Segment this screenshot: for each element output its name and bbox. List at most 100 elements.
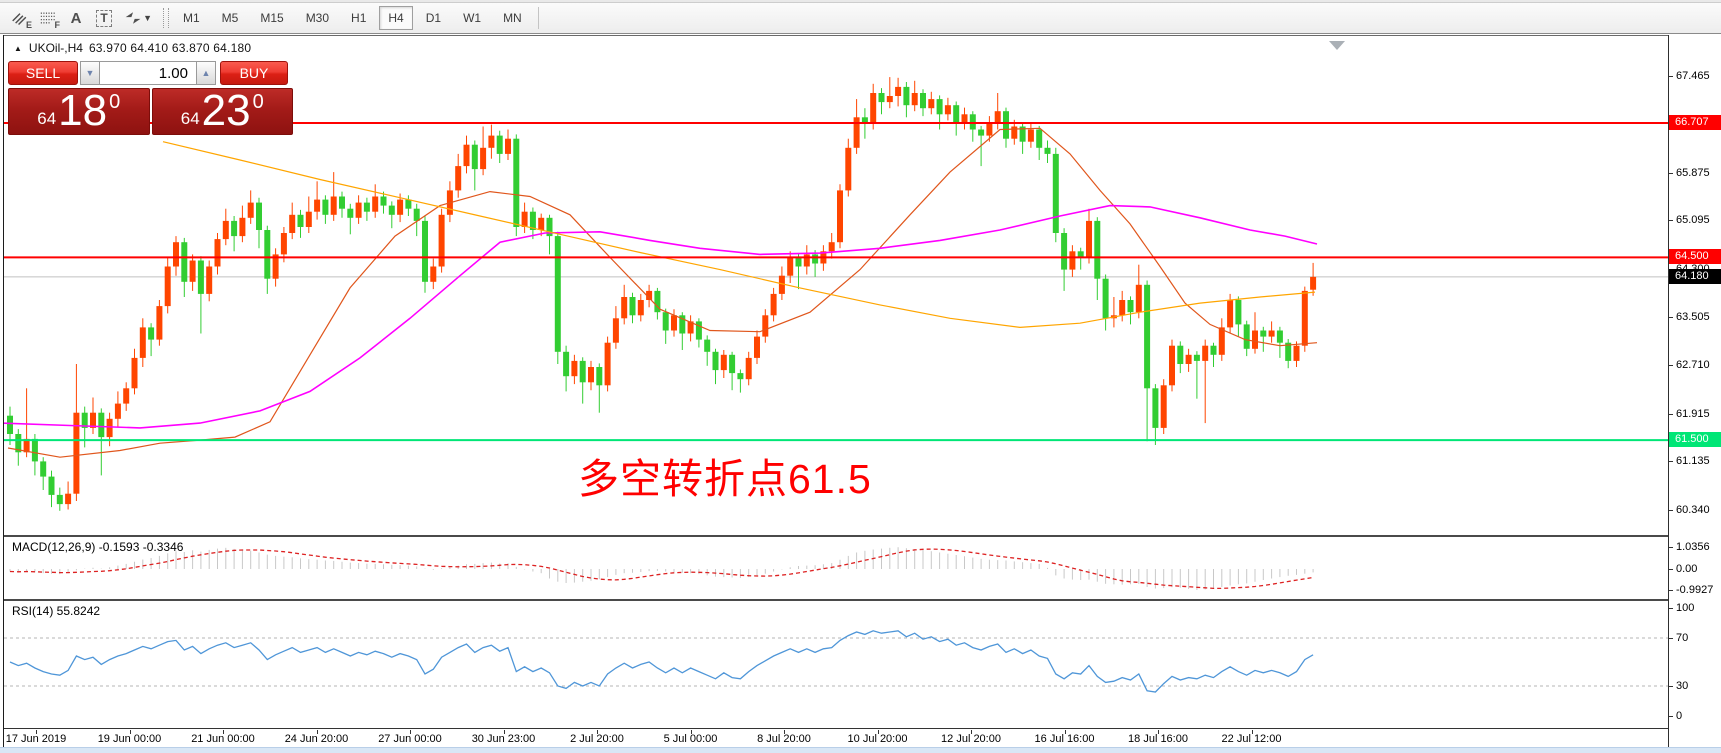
rsi-axis-label: 0 (1676, 710, 1683, 722)
date-tick-mark (129, 730, 131, 734)
price-badge-61.500: 61.500 (1669, 432, 1721, 448)
price-axis-label: 60.340 (1676, 503, 1710, 516)
ohlc-values: 63.970 64.410 63.870 64.180 (88, 41, 252, 55)
timeframe-button-d1[interactable]: D1 (417, 6, 450, 30)
ask-superscript: 0 (252, 91, 264, 113)
diagonal-lines-glyph (12, 13, 27, 26)
date-axis-label: 30 Jun 23:00 (471, 733, 536, 745)
price-axis-label: 63.505 (1676, 311, 1710, 323)
buy-button[interactable]: BUY (220, 61, 288, 85)
panel-separator[interactable] (4, 535, 1668, 537)
sell-price-tile[interactable]: 64 18 0 (8, 88, 150, 135)
text-label-icon[interactable]: T (90, 5, 118, 31)
date-tick-mark (503, 730, 505, 734)
price-chart-panel[interactable]: ▲ UKOil-,H4 63.970 64.410 63.870 64.180 … (4, 35, 1668, 535)
date-tick-mark (690, 730, 692, 734)
date-axis-label: 16 Jul 16:00 (1034, 733, 1095, 745)
date-tick-mark (1064, 730, 1066, 734)
price-badge-66.707: 66.707 (1669, 115, 1721, 130)
rsi-axis-label: 30 (1676, 680, 1689, 692)
volume-input[interactable] (100, 61, 196, 85)
macd-axis-label: 1.0356 (1676, 541, 1710, 553)
axis-tick-mark (1669, 638, 1673, 639)
equidistant-channel-icon[interactable]: E (6, 5, 34, 31)
rsi-chart[interactable] (4, 601, 1668, 728)
date-axis-label: 24 Jun 20:00 (284, 733, 349, 745)
timeframe-button-m5[interactable]: M5 (213, 6, 248, 30)
text-a-glyph: A (70, 9, 82, 27)
timeframe-button-m30[interactable]: M30 (297, 6, 338, 30)
price-badge-64.180: 64.180 (1669, 268, 1721, 284)
cursor-mode-icon[interactable]: ▼ (118, 5, 158, 31)
price-axis-label: 65.095 (1676, 214, 1710, 227)
bid-big-digits: 18 (58, 86, 108, 136)
text-annotation-icon[interactable]: A (62, 5, 90, 31)
price-axis-label: 67.465 (1676, 69, 1710, 82)
date-axis-label: 2 Jul 20:00 (570, 733, 624, 745)
ask-big-digits: 23 (201, 86, 251, 136)
panel-separator[interactable] (4, 599, 1668, 601)
macd-axis-label: -0.9927 (1676, 584, 1714, 596)
axis-tick-mark (1669, 220, 1673, 222)
price-axis-label: 65.875 (1676, 166, 1710, 179)
symbol-ohlc-header: ▲ UKOil-,H4 63.970 64.410 63.870 64.180 (14, 41, 251, 55)
bid-superscript: 0 (109, 91, 121, 113)
price-axis-label: 61.915 (1676, 407, 1710, 420)
axis-tick-mark (1669, 461, 1673, 463)
date-tick-mark (971, 730, 972, 734)
timeframe-button-m15[interactable]: M15 (251, 6, 292, 30)
axis-tick-mark (1669, 590, 1673, 591)
axis-tick-mark (1669, 716, 1673, 717)
collapse-arrow-icon[interactable]: ▲ (14, 43, 22, 53)
date-tick-mark (410, 730, 411, 734)
timeframe-button-h1[interactable]: H1 (342, 6, 375, 30)
volume-decrease-button[interactable]: ▼ (80, 61, 100, 85)
axis-tick-mark (1669, 547, 1673, 548)
buy-price-tile[interactable]: 64 23 0 (151, 86, 293, 136)
rsi-label: RSI(14) 55.8242 (12, 604, 101, 618)
fibonacci-grid-icon[interactable]: F (34, 5, 62, 31)
axis-tick-mark (1669, 608, 1673, 609)
macd-axis-label: 0.00 (1676, 563, 1698, 575)
price-badge-64.500: 64.500 (1669, 249, 1721, 265)
date-axis-label: 10 Jul 20:00 (847, 733, 908, 745)
date-tick-mark (1251, 730, 1253, 734)
rsi-axis-label: 100 (1676, 602, 1695, 614)
axis-tick-mark (1669, 317, 1673, 318)
timeframe-button-h4[interactable]: H4 (379, 6, 413, 30)
chart-text-annotation[interactable]: 多空转折点61.5 (578, 456, 872, 502)
icon-sub-letter: E (25, 20, 32, 30)
date-tick-mark (784, 730, 785, 734)
date-axis-label: 17 Jun 2019 (5, 733, 67, 745)
date-axis[interactable]: 17 Jun 2019 19 Jun 00:00 21 Jun 00:00 24 Ju… (4, 730, 1668, 747)
candlestick-chart[interactable] (4, 36, 1668, 535)
date-axis-label: 19 Jun 00:00 (97, 733, 162, 745)
window-top-edge (0, 0, 1721, 3)
axis-tick-mark (1669, 509, 1673, 511)
sell-button[interactable]: SELL (8, 61, 78, 85)
rsi-indicator-panel[interactable]: RSI(14) 55.8242 (4, 601, 1668, 729)
date-axis-label: 18 Jul 16:00 (1128, 733, 1188, 745)
window-bottom-edge (0, 747, 1721, 753)
macd-chart[interactable] (4, 537, 1668, 599)
volume-increase-button[interactable]: ▲ (196, 61, 216, 85)
dropdown-caret-icon[interactable]: ▼ (143, 13, 152, 23)
timeframe-button-w1[interactable]: W1 (454, 6, 490, 30)
toolbar-grip[interactable] (163, 8, 169, 28)
rsi-axis-label: 70 (1676, 632, 1689, 644)
price-axis[interactable]: 67.46565.87565.09564.30063.50562.71061.9… (1668, 35, 1721, 747)
chart-shift-marker-icon (1329, 41, 1345, 50)
timeframe-button-m1[interactable]: M1 (174, 6, 209, 30)
axis-tick-mark (1669, 569, 1673, 570)
date-axis-label: 27 Jun 00:00 (378, 733, 442, 745)
axis-tick-mark (1669, 365, 1673, 367)
macd-label: MACD(12,26,9) -0.1593 -0.3346 (12, 540, 184, 554)
timeframe-group: M1 M5 M15 M30 H1 H4 D1 W1 MN (174, 6, 531, 30)
date-tick-mark (877, 730, 879, 734)
macd-indicator-panel[interactable]: MACD(12,26,9) -0.1593 -0.3346 (4, 537, 1668, 599)
icon-sub-letter: F (54, 20, 61, 30)
date-axis-label: 22 Jul 12:00 (1221, 733, 1282, 745)
axis-tick-mark (1669, 413, 1673, 415)
timeframe-button-mn[interactable]: MN (494, 6, 531, 30)
symbol-title: UKOil-,H4 (28, 41, 83, 55)
